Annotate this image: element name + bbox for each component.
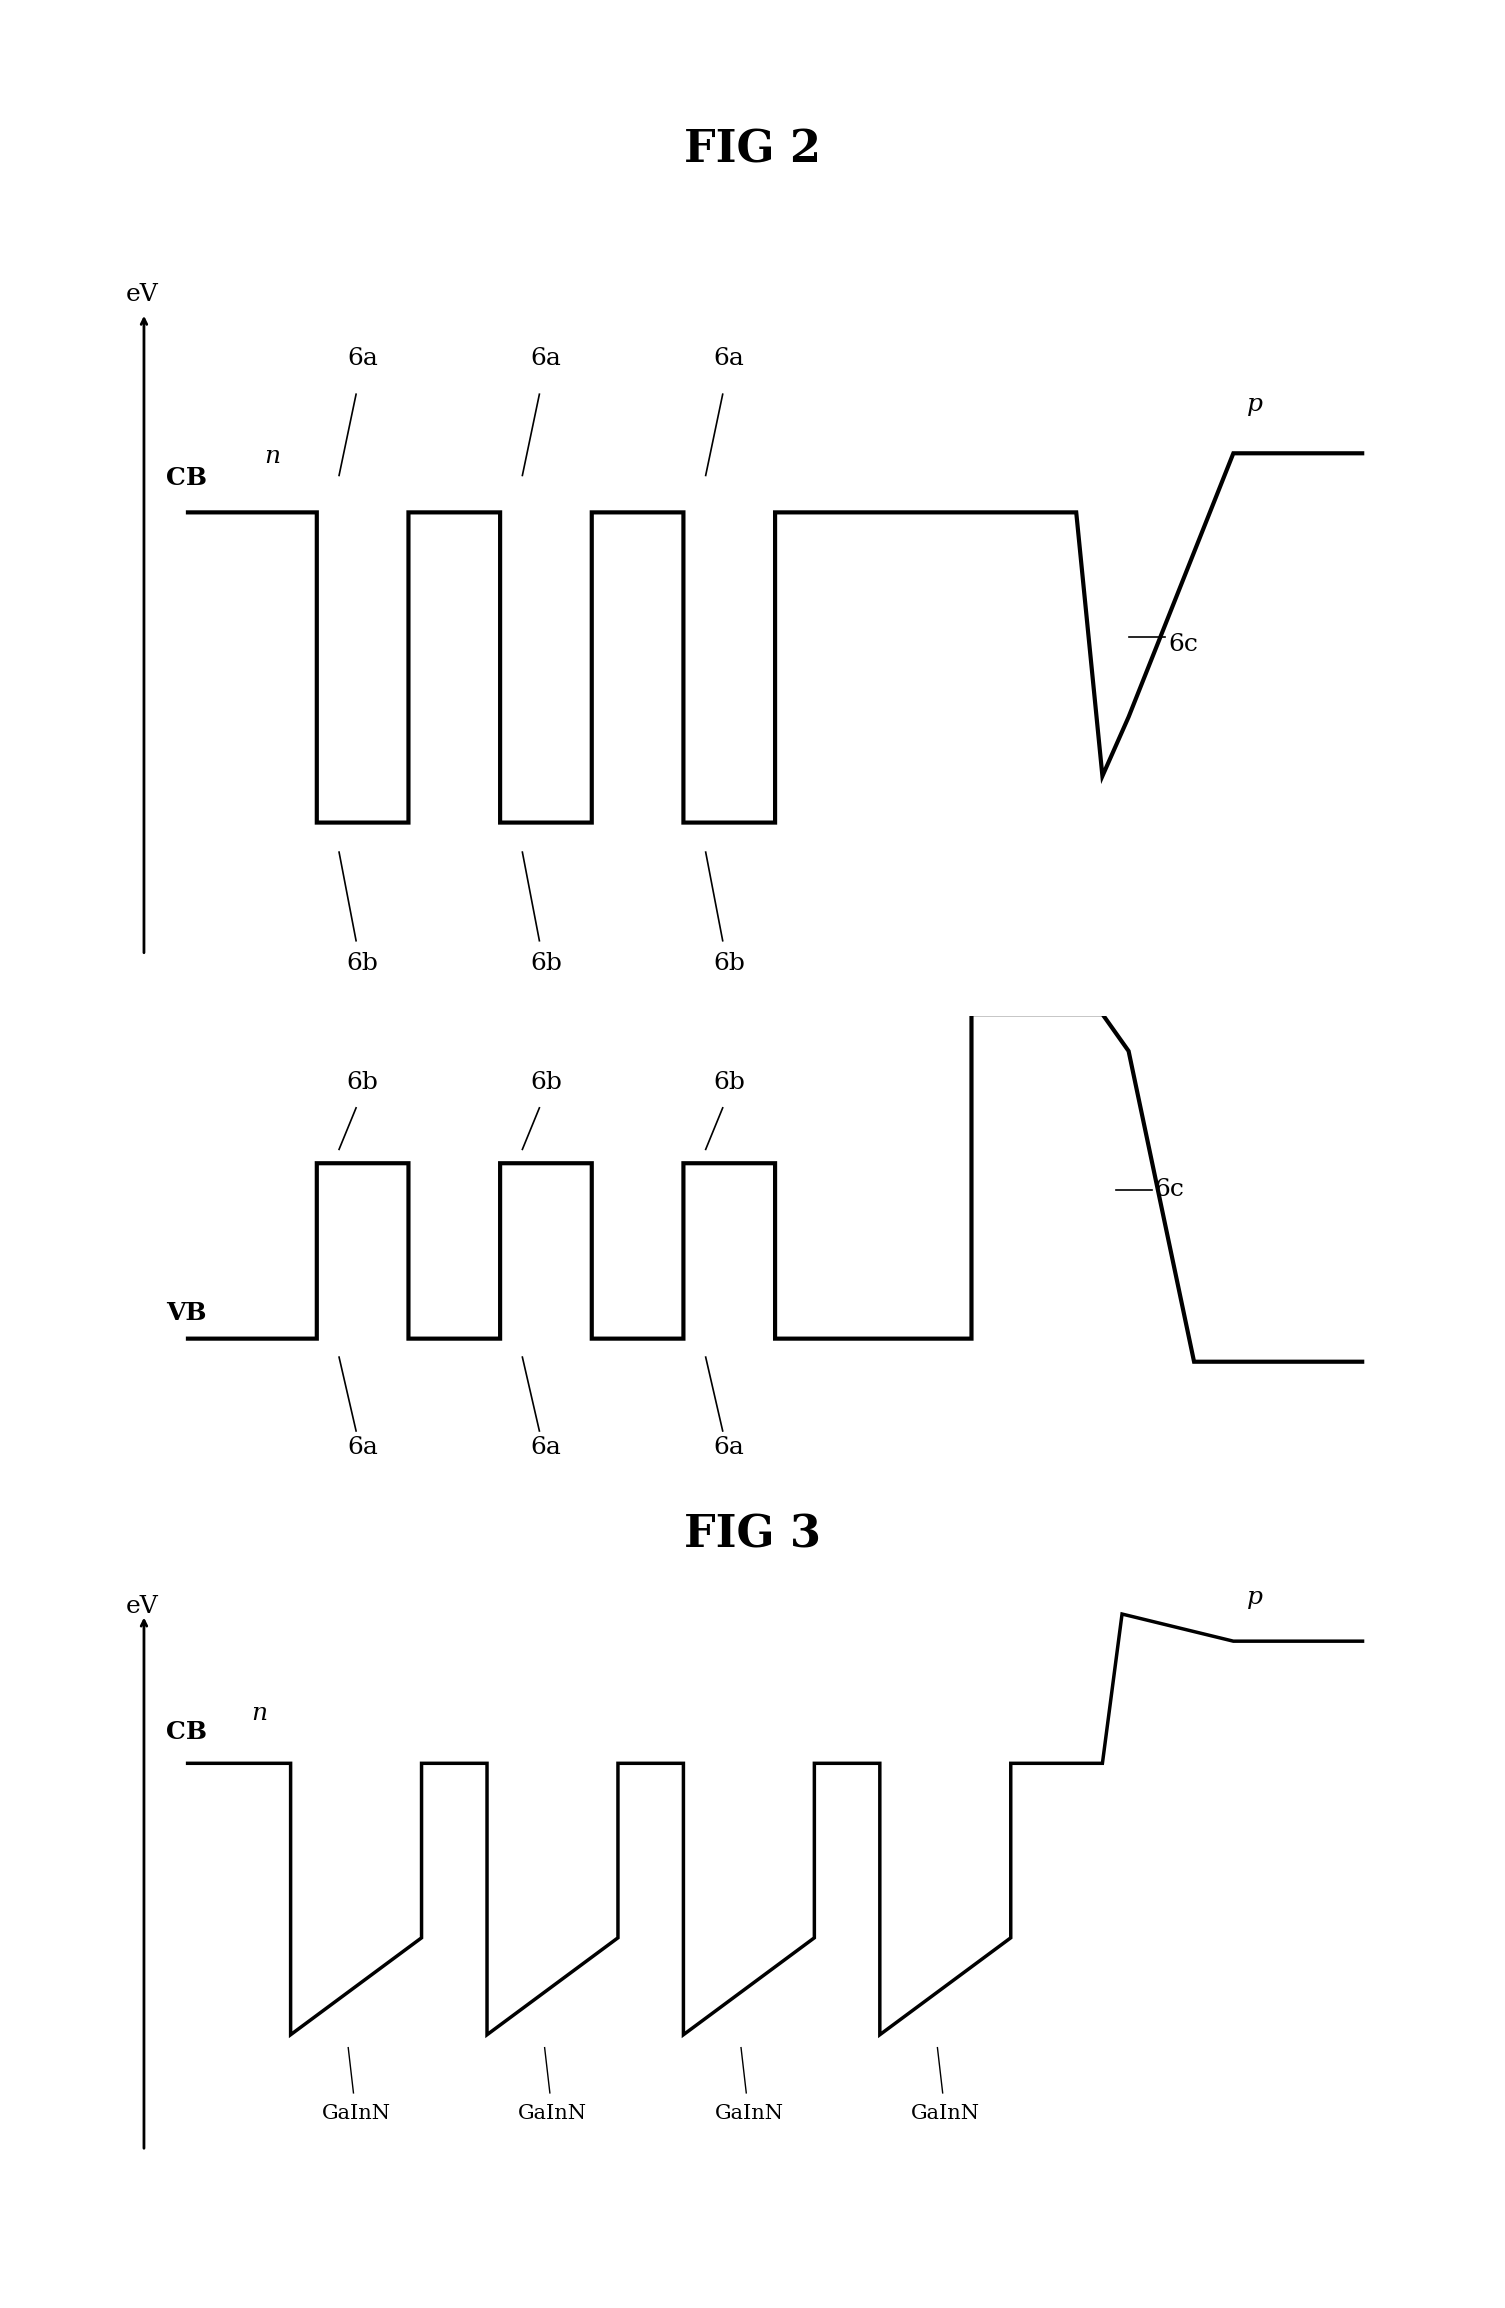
Text: CB: CB: [166, 466, 208, 489]
Text: 6b: 6b: [713, 1071, 745, 1094]
Text: GaInN: GaInN: [322, 2105, 391, 2123]
Text: 6a: 6a: [348, 1436, 378, 1459]
Text: 6a: 6a: [530, 346, 561, 369]
Text: 6b: 6b: [530, 953, 561, 976]
Text: 6a: 6a: [348, 346, 378, 369]
Text: n: n: [265, 445, 280, 469]
Text: 6a: 6a: [713, 1436, 745, 1459]
Text: 6b: 6b: [346, 953, 379, 976]
Text: GaInN: GaInN: [911, 2105, 980, 2123]
Text: 6b: 6b: [346, 1071, 379, 1094]
Text: FIG 3: FIG 3: [683, 1514, 822, 1556]
Text: eV: eV: [125, 284, 158, 307]
Text: GaInN: GaInN: [715, 2105, 784, 2123]
Text: FIG 2: FIG 2: [683, 129, 822, 171]
Text: p: p: [1246, 392, 1263, 415]
Text: 6a: 6a: [530, 1436, 561, 1459]
Text: 6c: 6c: [1168, 632, 1198, 655]
Text: eV: eV: [125, 1595, 158, 1618]
Text: VB: VB: [166, 1302, 206, 1325]
Text: 6c: 6c: [1154, 1177, 1184, 1200]
Text: CB: CB: [166, 1719, 208, 1745]
Text: p: p: [1246, 1586, 1263, 1609]
Text: n: n: [251, 1701, 268, 1724]
Text: 6b: 6b: [530, 1071, 561, 1094]
Text: 6a: 6a: [713, 346, 745, 369]
Text: GaInN: GaInN: [518, 2105, 587, 2123]
Text: 6b: 6b: [713, 953, 745, 976]
